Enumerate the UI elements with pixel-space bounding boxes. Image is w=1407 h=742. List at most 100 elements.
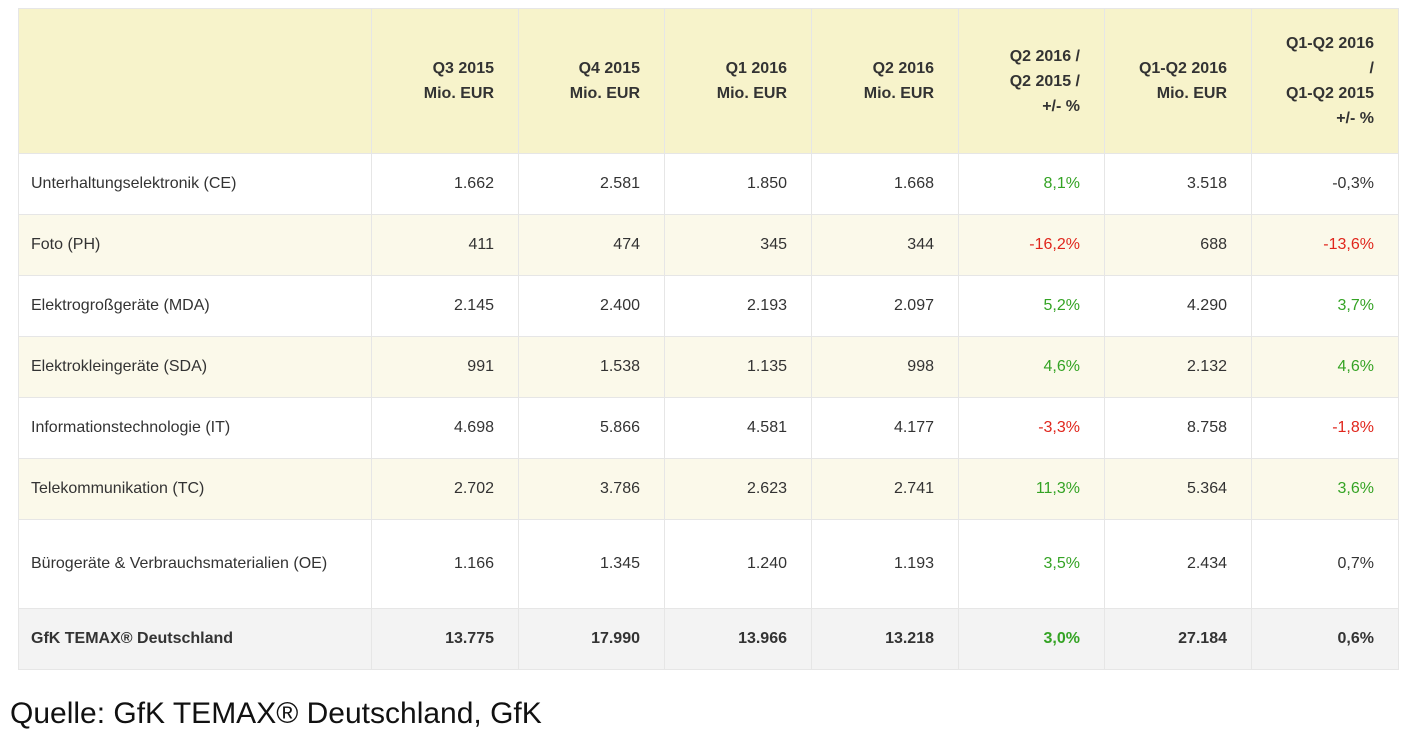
- cell-value: 411: [371, 214, 519, 276]
- header-text: /: [1369, 60, 1374, 77]
- cell-value: 17.990: [518, 608, 665, 670]
- cell-value: 998: [811, 336, 959, 398]
- cell-value: 4.698: [371, 397, 519, 459]
- header-text: Q2 2015 /: [1009, 72, 1080, 90]
- cell-value: 4.581: [664, 397, 812, 459]
- cell-value: 1.345: [518, 519, 665, 609]
- header-text: Mio. EUR: [1156, 85, 1227, 102]
- row-label: Unterhaltungselektronik (CE): [18, 153, 372, 215]
- total-row: GfK TEMAX® Deutschland 13.775 17.990 13.966…: [18, 608, 1399, 670]
- cell-value: 2.193: [664, 275, 812, 337]
- row-label: Elektrogroßgeräte (MDA): [18, 275, 372, 337]
- temax-table-container: Q3 2015 Mio. EUR Q4 2015 Mio. EUR Q1 2016 Mio…: [18, 8, 1399, 670]
- cell-value: 5.364: [1104, 458, 1252, 520]
- cell-value: 991: [371, 336, 519, 398]
- header-text: Mio. EUR: [716, 85, 787, 102]
- header-text: +/- %: [1042, 97, 1080, 115]
- cell-value: 1.538: [518, 336, 665, 398]
- cell-value: 2.400: [518, 275, 665, 337]
- cell-value: 3,0%: [958, 608, 1105, 670]
- cell-value: 1.662: [371, 153, 519, 215]
- cell-value: 11,3%: [958, 458, 1105, 520]
- table-body: Unterhaltungselektronik (CE) 1.662 2.581 1.…: [18, 153, 1399, 670]
- header-text: +/- %: [1336, 110, 1374, 127]
- header-text: Q4 2015: [578, 60, 640, 77]
- row-label: GfK TEMAX® Deutschland: [18, 608, 372, 670]
- header-text: Mio. EUR: [569, 85, 640, 102]
- cell-value: 13.218: [811, 608, 959, 670]
- header-text: Mio. EUR: [423, 85, 494, 102]
- cell-value: 8,1%: [958, 153, 1105, 215]
- header-cell-col-6: Q1-Q2 2016 Mio. EUR: [1104, 8, 1252, 154]
- cell-value: -3,3%: [958, 397, 1105, 459]
- header-text: Mio. EUR: [863, 85, 934, 102]
- row-label: Bürogeräte & Verbrauchsmaterialien (OE): [18, 519, 372, 609]
- cell-value: -0,3%: [1251, 153, 1399, 215]
- header-cell-col-7: Q1-Q2 2016 / Q1-Q2 2015 +/- %: [1251, 8, 1399, 154]
- cell-value: 1.850: [664, 153, 812, 215]
- cell-value: 1.240: [664, 519, 812, 609]
- header-text: Q2 2016 /: [1009, 47, 1080, 65]
- cell-value: 2.623: [664, 458, 812, 520]
- cell-value: 1.135: [664, 336, 812, 398]
- table-row: Informationstechnologie (IT) 4.698 5.866 4.…: [18, 397, 1399, 459]
- cell-value: 8.758: [1104, 397, 1252, 459]
- header-text: Q1-Q2 2016: [1285, 35, 1374, 52]
- header-text: Q2 2016: [872, 60, 934, 77]
- cell-value: 2.702: [371, 458, 519, 520]
- source-caption: Quelle: GfK TEMAX® Deutschland, GfK: [10, 697, 542, 730]
- cell-value: 2.132: [1104, 336, 1252, 398]
- cell-value: 345: [664, 214, 812, 276]
- header-cell-col-5: Q2 2016 / Q2 2015 / +/- %: [958, 8, 1105, 154]
- header-row: Q3 2015 Mio. EUR Q4 2015 Mio. EUR Q1 2016 Mio…: [18, 8, 1399, 154]
- cell-value: 4.177: [811, 397, 959, 459]
- cell-value: 5,2%: [958, 275, 1105, 337]
- header-text: Q1-Q2 2016: [1138, 60, 1227, 77]
- cell-value: 4,6%: [1251, 336, 1399, 398]
- cell-value: 13.775: [371, 608, 519, 670]
- cell-value: -16,2%: [958, 214, 1105, 276]
- header-text: Q1-Q2 2015: [1285, 85, 1374, 102]
- table-row: Foto (PH) 411 474 345 344 -16,2% 688 -13,6%: [18, 214, 1399, 276]
- header-text: Q1 2016: [725, 60, 787, 77]
- cell-value: 2.097: [811, 275, 959, 337]
- cell-value: -1,8%: [1251, 397, 1399, 459]
- cell-value: 4,6%: [958, 336, 1105, 398]
- cell-value: 4.290: [1104, 275, 1252, 337]
- header-cell-label: [18, 8, 372, 154]
- cell-value: 0,7%: [1251, 519, 1399, 609]
- header-cell-col-3: Q1 2016 Mio. EUR: [664, 8, 812, 154]
- cell-value: 27.184: [1104, 608, 1252, 670]
- cell-value: 5.866: [518, 397, 665, 459]
- cell-value: 2.434: [1104, 519, 1252, 609]
- cell-value: 13.966: [664, 608, 812, 670]
- cell-value: 688: [1104, 214, 1252, 276]
- cell-value: 1.668: [811, 153, 959, 215]
- table-row: Bürogeräte & Verbrauchsmaterialien (OE) 1…: [18, 519, 1399, 609]
- table-row: Telekommunikation (TC) 2.702 3.786 2.623 2.7…: [18, 458, 1399, 520]
- temax-table: Q3 2015 Mio. EUR Q4 2015 Mio. EUR Q1 2016 Mio…: [18, 8, 1399, 670]
- cell-value: 3,7%: [1251, 275, 1399, 337]
- table-row: Elektrogroßgeräte (MDA) 2.145 2.400 2.193 2.…: [18, 275, 1399, 337]
- cell-value: 2.581: [518, 153, 665, 215]
- cell-value: 3.518: [1104, 153, 1252, 215]
- row-label: Telekommunikation (TC): [18, 458, 372, 520]
- header-cell-col-1: Q3 2015 Mio. EUR: [371, 8, 519, 154]
- cell-value: 1.193: [811, 519, 959, 609]
- cell-value: 474: [518, 214, 665, 276]
- header-cell-col-2: Q4 2015 Mio. EUR: [518, 8, 665, 154]
- row-label: Foto (PH): [18, 214, 372, 276]
- cell-value: 0,6%: [1251, 608, 1399, 670]
- cell-value: 344: [811, 214, 959, 276]
- cell-value: 1.166: [371, 519, 519, 609]
- header-cell-col-4: Q2 2016 Mio. EUR: [811, 8, 959, 154]
- cell-value: -13,6%: [1251, 214, 1399, 276]
- cell-value: 3.786: [518, 458, 665, 520]
- table-row: Elektrokleingeräte (SDA) 991 1.538 1.135 998…: [18, 336, 1399, 398]
- cell-value: 2.145: [371, 275, 519, 337]
- cell-value: 2.741: [811, 458, 959, 520]
- table-row: Unterhaltungselektronik (CE) 1.662 2.581 1.…: [18, 153, 1399, 215]
- row-label: Elektrokleingeräte (SDA): [18, 336, 372, 398]
- cell-value: 3,6%: [1251, 458, 1399, 520]
- header-text: Q3 2015: [432, 60, 494, 77]
